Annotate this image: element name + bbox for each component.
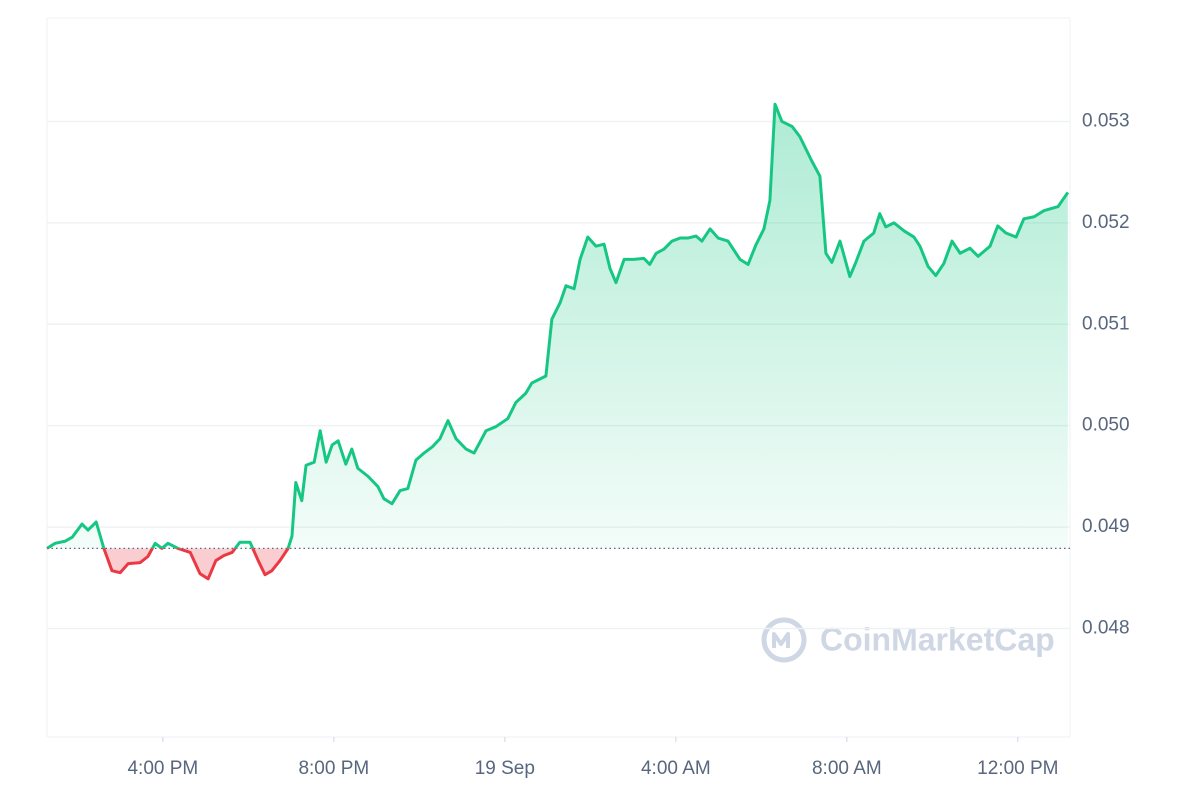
watermark-logo (761, 617, 807, 663)
x-tick-label: 4:00 AM (641, 758, 711, 779)
price-line-down (46, 548, 290, 581)
area-up (47, 104, 1068, 549)
x-tick-label: 19 Sep (475, 758, 535, 779)
x-tick-label: 12:00 PM (977, 758, 1058, 779)
y-tick-label: 0.049 (1082, 516, 1130, 537)
price-line-up (46, 102, 1070, 549)
x-tick-label: 8:00 AM (812, 758, 882, 779)
watermark: CoinMarketCap (761, 617, 1055, 663)
x-tick-label: 4:00 PM (127, 758, 198, 779)
watermark-text: CoinMarketCap (820, 621, 1055, 657)
watermark-logo-mark (772, 632, 790, 648)
y-tick-label: 0.051 (1082, 313, 1130, 334)
y-tick-label: 0.052 (1082, 212, 1130, 233)
y-tick-label: 0.050 (1082, 415, 1130, 436)
x-tick-label: 8:00 PM (298, 758, 369, 779)
y-tick-label: 0.048 (1082, 618, 1130, 639)
y-tick-label: 0.053 (1082, 110, 1130, 131)
plot-frame (46, 17, 1071, 738)
